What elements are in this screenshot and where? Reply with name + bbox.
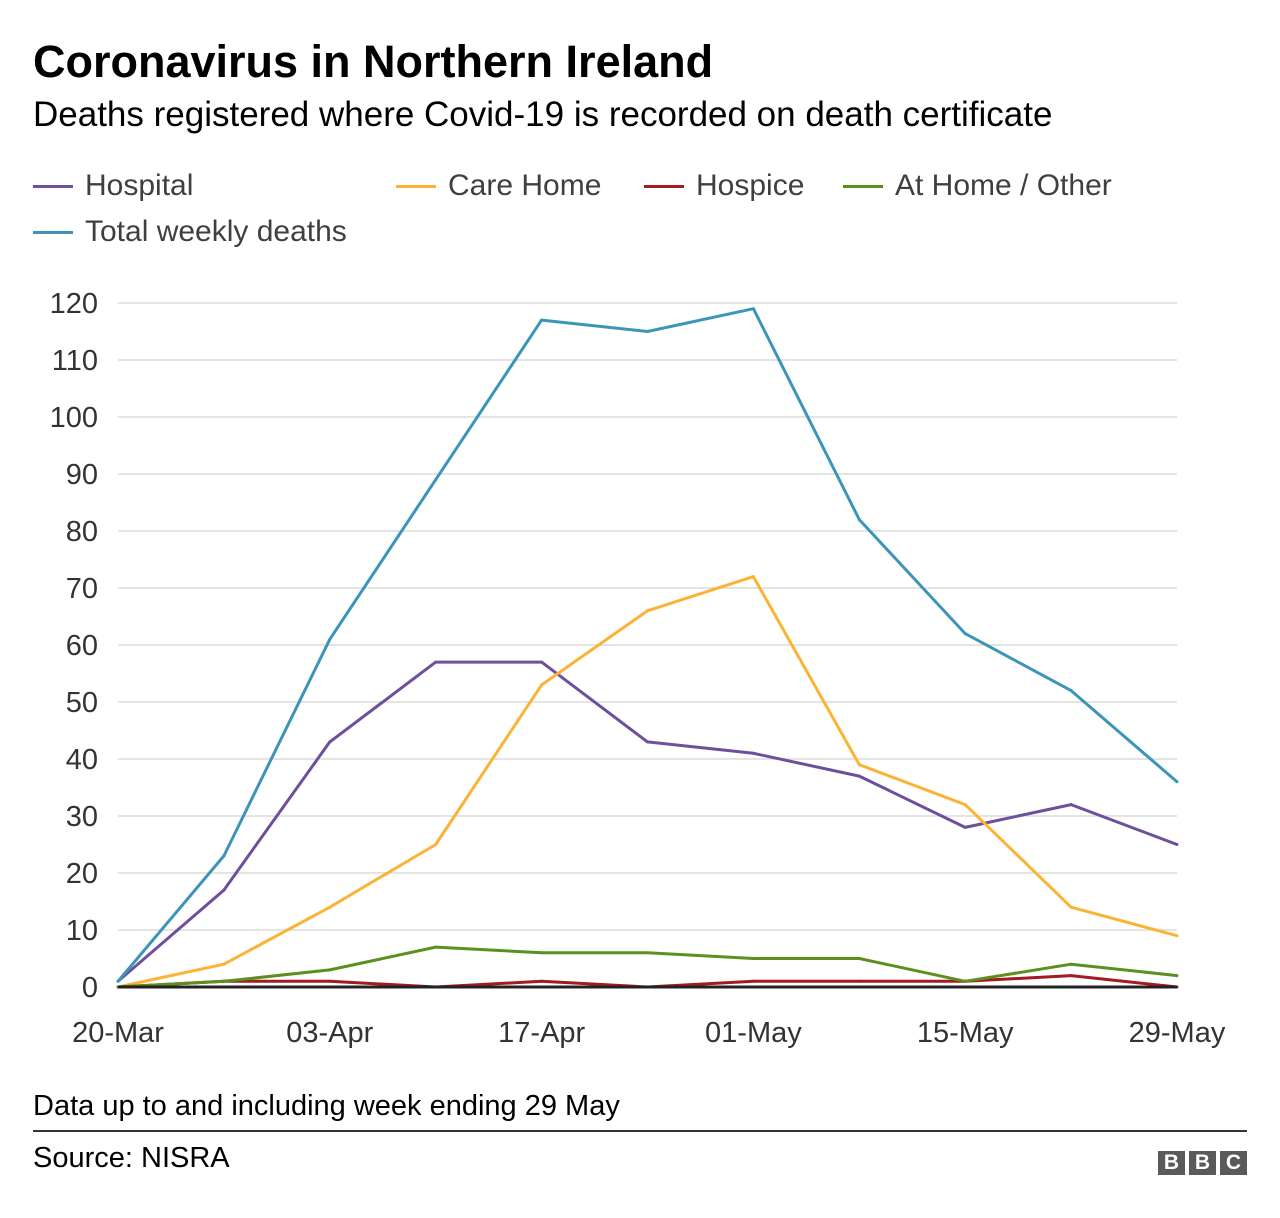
x-tick-label-01-may: 01-May — [705, 1017, 802, 1049]
data-point-hospital-8 — [963, 825, 967, 829]
data-point-care-home-3 — [434, 843, 438, 846]
series-line-care-home — [117, 575, 1178, 989]
data-point-hospital-10 — [1175, 843, 1179, 846]
data-point-at-home-other-5 — [646, 951, 649, 955]
y-tick-label-20: 20 — [66, 858, 98, 890]
legend-label-at-home-other: At Home / Other — [895, 169, 1112, 202]
data-point-at-home-other-6 — [751, 957, 755, 960]
data-point-care-home-2 — [328, 905, 332, 909]
legend-item-hospice: Hospice — [644, 168, 804, 204]
data-point-hospital-4 — [540, 660, 544, 664]
data-point-hospital-2 — [328, 740, 332, 744]
legend-item-at-home-other: At Home / Other — [843, 168, 1112, 204]
y-tick-label-70: 70 — [66, 573, 98, 605]
data-point-at-home-other-7 — [857, 957, 861, 960]
data-point-total-weekly-deaths-3 — [434, 478, 438, 482]
data-point-total-weekly-deaths-4 — [540, 318, 544, 322]
data-point-hospice-6 — [751, 979, 755, 983]
x-tick-label-29-may: 29-May — [1129, 1017, 1226, 1049]
data-point-hospice-9 — [1069, 974, 1073, 978]
legend-swatch-hospice — [644, 184, 684, 188]
data-point-care-home-5 — [646, 609, 649, 613]
data-point-care-home-8 — [963, 803, 967, 807]
data-point-total-weekly-deaths-0 — [116, 979, 120, 983]
data-point-total-weekly-deaths-9 — [1069, 689, 1073, 693]
data-point-hospital-1 — [222, 888, 226, 892]
legend-swatch-at-home-other — [843, 184, 883, 188]
legend-item-care-home: Care Home — [396, 168, 601, 204]
data-point-hospital-9 — [1069, 803, 1073, 807]
y-tick-label-10: 10 — [66, 915, 98, 947]
legend-label-care-home: Care Home — [448, 169, 602, 202]
data-point-total-weekly-deaths-8 — [963, 632, 967, 636]
chart-title: Coronavirus in Northern Ireland — [33, 36, 714, 87]
data-point-total-weekly-deaths-7 — [857, 518, 861, 522]
y-tick-label-120: 120 — [50, 288, 98, 320]
y-tick-label-90: 90 — [66, 459, 98, 491]
y-tick-label-30: 30 — [66, 801, 98, 833]
footnote: Data up to and including week ending 29 … — [33, 1090, 620, 1122]
legend-label-hospice: Hospice — [696, 169, 805, 202]
data-point-hospital-7 — [857, 774, 861, 778]
y-tick-label-110: 110 — [52, 345, 98, 377]
data-point-at-home-other-3 — [434, 945, 438, 949]
data-point-at-home-other-1 — [222, 979, 226, 983]
x-tick-label-15-may: 15-May — [917, 1017, 1014, 1049]
data-point-total-weekly-deaths-6 — [751, 307, 755, 311]
data-point-total-weekly-deaths-10 — [1175, 780, 1179, 784]
legend-label-total-weekly-deaths: Total weekly deaths — [85, 215, 347, 248]
source-text: Source: NISRA — [33, 1142, 230, 1174]
legend-item-total-weekly-deaths: Total weekly deaths — [33, 214, 347, 250]
x-tick-label-20-mar: 20-Mar — [72, 1017, 164, 1049]
legend-item-hospital: Hospital — [33, 168, 193, 204]
data-point-care-home-7 — [857, 763, 861, 767]
legend-swatch-hospital — [33, 184, 73, 188]
data-point-at-home-other-4 — [540, 951, 544, 955]
data-point-care-home-4 — [540, 683, 544, 687]
x-tick-label-03-apr: 03-Apr — [286, 1017, 373, 1049]
y-tick-label-100: 100 — [50, 402, 98, 434]
data-point-hospice-4 — [540, 979, 544, 983]
data-point-at-home-other-10 — [1175, 974, 1179, 978]
data-point-at-home-other-9 — [1069, 962, 1073, 966]
chart-subtitle: Deaths registered where Covid-19 is reco… — [33, 95, 1053, 134]
data-point-care-home-10 — [1175, 934, 1179, 938]
data-point-at-home-other-8 — [963, 979, 967, 983]
legend-swatch-total-weekly-deaths — [33, 230, 73, 234]
data-point-hospice-2 — [328, 979, 332, 983]
y-tick-label-0: 0 — [82, 972, 98, 1004]
data-point-at-home-other-2 — [328, 968, 332, 972]
data-point-care-home-6 — [751, 575, 755, 579]
series-line-hospital — [117, 660, 1178, 983]
y-tick-label-80: 80 — [66, 516, 98, 548]
data-point-care-home-9 — [1069, 905, 1073, 909]
series-line-hospice — [117, 974, 1178, 989]
data-point-total-weekly-deaths-2 — [328, 637, 332, 641]
data-point-hospice-7 — [857, 979, 861, 983]
data-point-total-weekly-deaths-1 — [222, 854, 226, 858]
data-point-hospital-6 — [751, 751, 755, 755]
y-tick-label-40: 40 — [66, 744, 98, 776]
legend-swatch-care-home — [396, 184, 436, 188]
x-tick-label-17-apr: 17-Apr — [498, 1017, 585, 1049]
data-point-care-home-1 — [222, 962, 226, 966]
y-tick-label-50: 50 — [66, 687, 98, 719]
footer-divider — [33, 1130, 1247, 1132]
line-chart: 0 10 20 30 40 50 60 70 80 90 100 110 120 20-Mar 03-Apr… — [50, 288, 1226, 1049]
data-point-hospital-3 — [434, 660, 438, 664]
y-tick-label-60: 60 — [66, 630, 98, 662]
data-point-hospital-5 — [646, 740, 649, 744]
data-point-total-weekly-deaths-5 — [646, 330, 649, 333]
legend-label-hospital: Hospital — [85, 169, 194, 202]
